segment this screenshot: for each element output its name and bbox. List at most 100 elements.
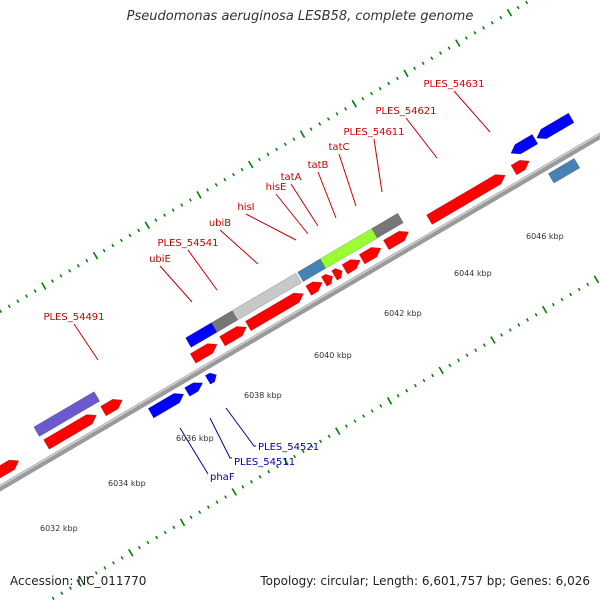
gene-label: hisI bbox=[237, 202, 254, 213]
forward-gene bbox=[305, 281, 323, 296]
tick-mark bbox=[180, 203, 184, 207]
gene-label: tatA bbox=[281, 172, 302, 183]
leader-line bbox=[159, 265, 193, 303]
tick-mark bbox=[335, 112, 339, 116]
tick-mark bbox=[16, 299, 20, 303]
backbone-highlight bbox=[0, 133, 600, 487]
tick-mark bbox=[231, 488, 237, 496]
tick-mark bbox=[60, 591, 64, 595]
tick-mark bbox=[137, 545, 141, 550]
tick-mark bbox=[344, 107, 348, 111]
gene-label: PLES_54621 bbox=[375, 106, 436, 117]
tick-mark bbox=[569, 292, 573, 297]
accession-text: Accession: NC_011770 bbox=[10, 574, 147, 588]
tick-mark bbox=[361, 96, 365, 101]
tick-mark bbox=[275, 464, 279, 469]
tick-mark bbox=[378, 86, 382, 91]
tick-mark bbox=[474, 348, 478, 352]
tick-mark bbox=[214, 183, 218, 187]
tick-mark bbox=[85, 258, 89, 263]
tick-mark bbox=[577, 287, 581, 292]
forward-gene bbox=[341, 259, 361, 275]
forward-gene bbox=[244, 292, 304, 332]
tick-mark bbox=[248, 160, 254, 169]
gene-label: ubiB bbox=[209, 218, 231, 229]
tick-mark bbox=[473, 31, 477, 35]
tick-mark bbox=[421, 61, 425, 65]
tick-mark bbox=[92, 251, 99, 260]
tick-mark bbox=[395, 76, 399, 81]
forward-gene bbox=[510, 159, 530, 176]
tick-mark bbox=[206, 505, 210, 509]
gene-label: PLES_54511 bbox=[234, 457, 295, 468]
tick-mark bbox=[413, 66, 417, 71]
forward-gene bbox=[426, 174, 506, 225]
feature-block bbox=[547, 157, 581, 184]
scale-label: 6040 kbp bbox=[314, 351, 352, 360]
tick-mark bbox=[7, 304, 11, 309]
tick-mark bbox=[516, 5, 520, 10]
leader-line bbox=[317, 171, 337, 219]
tick-mark bbox=[344, 424, 348, 428]
tick-mark bbox=[490, 336, 496, 344]
leader-line bbox=[245, 213, 297, 241]
gene-label: PLES_54491 bbox=[43, 312, 104, 323]
tick-mark bbox=[500, 333, 504, 337]
tick-mark bbox=[241, 485, 245, 489]
leader-line bbox=[209, 417, 232, 459]
tick-mark bbox=[327, 434, 331, 438]
reverse-gene bbox=[510, 133, 539, 155]
tick-mark bbox=[438, 366, 444, 375]
tick-mark bbox=[257, 157, 261, 162]
gene-label: phaF bbox=[210, 472, 235, 483]
forward-gene bbox=[0, 459, 20, 479]
gene-label: tatC bbox=[329, 142, 350, 153]
scale-label: 6046 kbp bbox=[526, 232, 564, 241]
tick-mark bbox=[266, 152, 270, 157]
tick-mark bbox=[86, 576, 90, 580]
gene-labels: PLES_54491 ubiE PLES_54541 ubiB hisI hisEtatA… bbox=[43, 79, 484, 483]
tick-mark bbox=[267, 469, 271, 474]
scale-label: 6034 kbp bbox=[108, 479, 146, 488]
tick-mark bbox=[0, 309, 3, 314]
backbone bbox=[0, 132, 600, 492]
tick-mark bbox=[144, 221, 150, 230]
tick-mark bbox=[283, 142, 287, 146]
tick-mark bbox=[119, 238, 123, 243]
tick-mark bbox=[293, 454, 297, 459]
tick-mark bbox=[586, 282, 590, 287]
gene-label: PLES_54521 bbox=[258, 442, 319, 453]
tick-mark bbox=[292, 137, 296, 141]
scale-label: 6036 kbp bbox=[176, 434, 214, 443]
forward-gene bbox=[320, 273, 334, 287]
tick-mark bbox=[379, 404, 383, 408]
tick-mark bbox=[326, 117, 330, 121]
backbone-line bbox=[0, 132, 600, 492]
tick-mark bbox=[465, 353, 469, 357]
scale-label: 6044 kbp bbox=[454, 269, 492, 278]
tick-mark bbox=[506, 8, 513, 17]
tick-mark bbox=[353, 419, 357, 423]
gene-label: PLES_54541 bbox=[157, 238, 218, 249]
tick-mark bbox=[448, 363, 452, 368]
tick-mark bbox=[499, 15, 503, 20]
tick-mark bbox=[68, 269, 72, 273]
tick-mark bbox=[301, 449, 305, 454]
tick-mark bbox=[137, 228, 141, 233]
leader-line bbox=[405, 117, 438, 159]
gene-label: PLES_54611 bbox=[343, 127, 404, 138]
tick-mark bbox=[25, 294, 28, 298]
tick-mark bbox=[517, 323, 521, 327]
tick-mark bbox=[362, 414, 366, 418]
scale-label: 6038 kbp bbox=[244, 391, 282, 400]
tick-mark bbox=[155, 535, 159, 540]
tick-mark bbox=[189, 515, 193, 519]
forward-gene bbox=[358, 247, 382, 265]
tick-mark bbox=[560, 297, 564, 302]
tick-mark bbox=[309, 127, 313, 131]
map-title: Pseudomonas aeruginosa LESB58, complete … bbox=[126, 9, 474, 24]
tick-mark bbox=[258, 475, 262, 479]
label-leader-lines bbox=[73, 90, 491, 475]
tick-mark bbox=[112, 561, 115, 565]
